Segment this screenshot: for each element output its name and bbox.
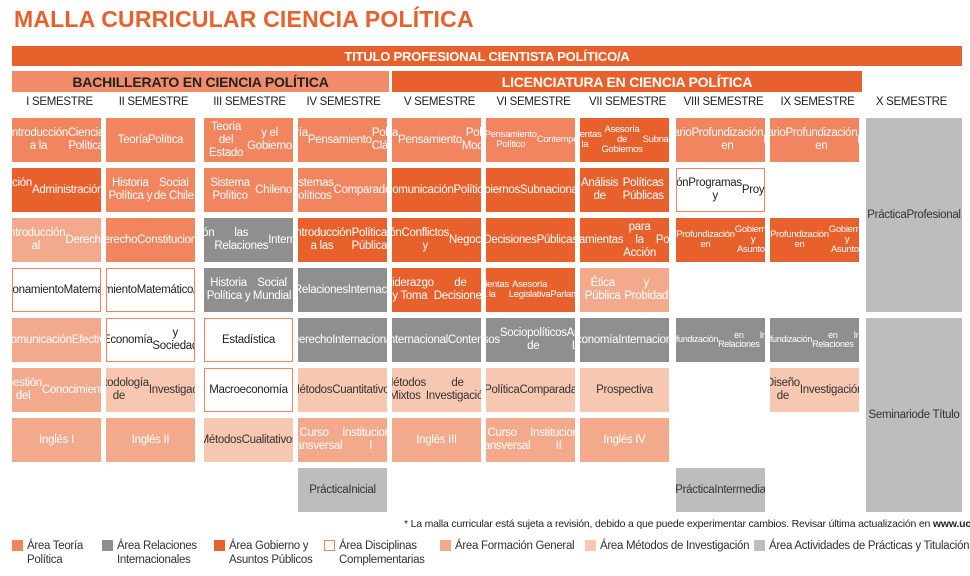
course-cell: Seminario deProfundización enGobierno y … xyxy=(770,218,859,262)
course-cell: Introducción a laAdministraciónPública C… xyxy=(12,168,101,212)
course-cell: Seminario deProfundizaciónen RelacionesI… xyxy=(770,318,859,362)
course-cell: Historia Política y Social de Chile xyxy=(106,168,195,212)
legend-item: Área Métodos de Investigación xyxy=(585,539,750,553)
legend-swatch xyxy=(12,540,23,551)
course-cell: Seminario deProfundización enTeoría Polí… xyxy=(676,118,765,162)
legend-label: Área Métodos de Investigación xyxy=(600,540,750,552)
legend-label: Área Gobierno y Asuntos Públicos xyxy=(229,540,313,566)
legend-label: Área Formación General xyxy=(455,540,575,552)
course-cell: Teoría de lasRelacionesInternacionales xyxy=(298,268,387,312)
course-cell: Política Comparada xyxy=(486,368,575,412)
revision-note: * La malla curricular está sujeta a revi… xyxy=(404,518,970,530)
course-cell: Práctica Inicial xyxy=(298,468,387,512)
course-cell: ComunicaciónEfectiva xyxy=(12,318,101,362)
course-cell: Gestión delConocimiento xyxy=(12,368,101,412)
semester-header: IX SEMESTRE xyxy=(780,96,855,108)
semester-header: VI SEMESTRE xyxy=(496,96,571,108)
course-cell: RazonamientoMatemáticoAplicado xyxy=(106,268,195,312)
legend-label: Área Teoría Política xyxy=(27,540,83,566)
legend-item: Área Relaciones Internacionales xyxy=(102,539,197,567)
course-cell: ProcesosSociopolíticos deAmérica Latina xyxy=(486,318,575,362)
course-cell: Inglés III xyxy=(392,418,481,462)
course-cell: GobiernosSubnacionales xyxy=(486,168,575,212)
legend-swatch xyxy=(754,540,765,551)
course-cell: Decisiones Públicas xyxy=(486,218,575,262)
course-cell: Herramientaspara la AcciónPolítica xyxy=(580,218,669,262)
semester-header: II SEMESTRE xyxy=(118,96,189,108)
course-cell: Teoría yPensamiento PolíticoContemporáne… xyxy=(486,118,575,162)
course-cell: Historia Política y Social Mundial xyxy=(204,268,293,312)
course-cell: Prospectiva xyxy=(580,368,669,412)
legend-item: Área Teoría Política xyxy=(12,539,83,567)
legend-swatch xyxy=(440,540,451,551)
legend-item: Área Disciplinas Complementarias xyxy=(324,539,425,567)
course-cell: Introducción a la Ciencia Política xyxy=(12,118,101,162)
course-cell: DerechoConstitucional xyxy=(106,218,195,262)
course-cell: Economía y Sociedad xyxy=(106,318,195,362)
semester-header: VII SEMESTRE xyxy=(589,96,666,108)
degree-banner: TITULO PROFESIONAL CIENTISTA POLÍTICO/A xyxy=(12,46,962,66)
revision-note-text: * La malla curricular está sujeta a revi… xyxy=(404,518,933,530)
legend-item: Área Formación General xyxy=(440,539,575,553)
legend-swatch xyxy=(214,540,225,551)
course-cell: Curso TransversalInstitucional II xyxy=(486,418,575,462)
course-cell: Teoría Política xyxy=(106,118,195,162)
course-cell: Ética Pública y Probidad xyxy=(580,268,669,312)
legend-swatch xyxy=(585,540,596,551)
course-cell: EconomíaInternacional xyxy=(580,318,669,362)
course-cell: SistemaInternacionalContemporáneo xyxy=(392,318,481,362)
course-cell: Estadística xyxy=(204,318,293,362)
course-cell: Macroeconomía xyxy=(204,368,293,412)
course-cell: Gestión deProgramas yProyectos xyxy=(676,168,765,212)
legend-swatch xyxy=(102,540,113,551)
course-cell: RazonamientoMatemático xyxy=(12,268,101,312)
course-cell: Sistemas PolíticosComparados xyxy=(298,168,387,212)
page-title: MALLA CURRICULAR CIENCIA POLÍTICA xyxy=(14,6,474,32)
course-cell: Teoría del Estado y el Gobierno xyxy=(204,118,293,162)
course-cell: Inglés I xyxy=(12,418,101,462)
course-cell: Gestión deConflictos yNegociación xyxy=(392,218,481,262)
bachillerato-banner: BACHILLERATO EN CIENCIA POLÍTICA xyxy=(12,71,389,92)
legend-swatch xyxy=(324,540,335,551)
semester-header: V SEMESTRE xyxy=(403,96,476,108)
semester-header: III SEMESTRE xyxy=(213,96,286,108)
course-cell: Análisis de Políticas Públicas xyxy=(580,168,669,212)
legend-item: Área Actividades de Prácticas y Titulaci… xyxy=(754,539,970,553)
semester-header: VIII SEMESTRE xyxy=(683,96,764,108)
course-cell: Práctica Profesional xyxy=(866,118,962,312)
course-cell: Seminario de Título xyxy=(866,318,962,512)
course-cell: Teoría yPensamientoPolítico Moderno xyxy=(392,118,481,162)
course-cell: Teoría yPensamientoPolítico Clásico xyxy=(298,118,387,162)
course-cell: Seminario deProfundizaciónen RelacionesI… xyxy=(676,318,765,362)
licenciatura-banner: LICENCIATURA EN CIENCIA POLÍTICA xyxy=(392,71,862,92)
course-cell: Inglés IV xyxy=(580,418,669,462)
course-cell: Curso TransversalInstitucional I xyxy=(298,418,387,462)
website-link[interactable]: www.ucentral.cl xyxy=(932,518,970,530)
semester-header: IV SEMESTRE xyxy=(306,96,381,108)
course-cell: Inglés II xyxy=(106,418,195,462)
semester-header: X SEMESTRE xyxy=(875,96,948,108)
legend-label: Área Disciplinas Complementarias xyxy=(339,540,425,566)
course-cell: Introducción a lasPolíticas Públicas xyxy=(298,218,387,262)
legend-item: Área Gobierno y Asuntos Públicos xyxy=(214,539,313,567)
course-cell: DerechoInternacional xyxy=(298,318,387,362)
course-cell: Sistema Político Chileno xyxy=(204,168,293,212)
course-cell: Métodos Cualitativos xyxy=(204,418,293,462)
course-cell: Práctica Intermedia xyxy=(676,468,765,512)
legend-label: Área Actividades de Prácticas y Titulaci… xyxy=(769,540,970,552)
legend-label: Área Relaciones Internacionales xyxy=(117,540,197,566)
course-cell: ComunicaciónPolítica xyxy=(392,168,481,212)
course-cell: Seminario deProfundización enTeoría Polí… xyxy=(770,118,859,162)
course-cell: Seminario deProfundización enGobierno y … xyxy=(676,218,765,262)
course-cell: MétodosCuantitativos xyxy=(298,368,387,412)
semester-header: I SEMESTRE xyxy=(26,96,93,108)
